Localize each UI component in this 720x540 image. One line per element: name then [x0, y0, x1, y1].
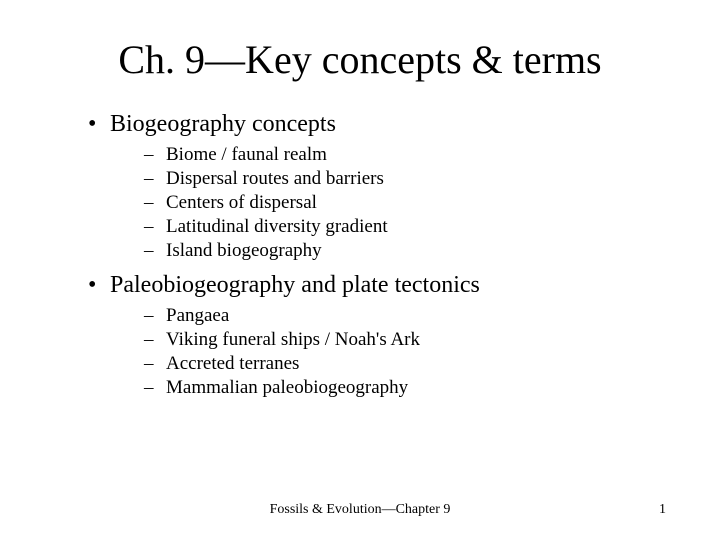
list-item: Viking funeral ships / Noah's Ark [144, 329, 660, 351]
slide-container: Ch. 9—Key concepts & terms Biogeography … [0, 0, 720, 540]
section-1-items: Biome / faunal realm Dispersal routes an… [144, 144, 660, 262]
slide-title: Ch. 9—Key concepts & terms [60, 36, 660, 83]
list-item: Centers of dispersal [144, 192, 660, 214]
page-number: 1 [659, 502, 666, 518]
section-1-heading: Biogeography concepts [110, 111, 336, 137]
section-2: Paleobiogeography and plate tectonics Pa… [88, 272, 660, 399]
footer-text: Fossils & Evolution—Chapter 9 [0, 502, 720, 518]
list-item: Dispersal routes and barriers [144, 168, 660, 190]
list-item: Latitudinal diversity gradient [144, 216, 660, 238]
outline-list: Biogeography concepts Biome / faunal rea… [88, 111, 660, 399]
section-1: Biogeography concepts Biome / faunal rea… [88, 111, 660, 262]
list-item: Biome / faunal realm [144, 144, 660, 166]
list-item: Mammalian paleobiogeography [144, 377, 660, 399]
list-item: Island biogeography [144, 240, 660, 262]
section-2-heading: Paleobiogeography and plate tectonics [110, 272, 480, 298]
list-item: Pangaea [144, 305, 660, 327]
section-2-items: Pangaea Viking funeral ships / Noah's Ar… [144, 305, 660, 399]
list-item: Accreted terranes [144, 353, 660, 375]
